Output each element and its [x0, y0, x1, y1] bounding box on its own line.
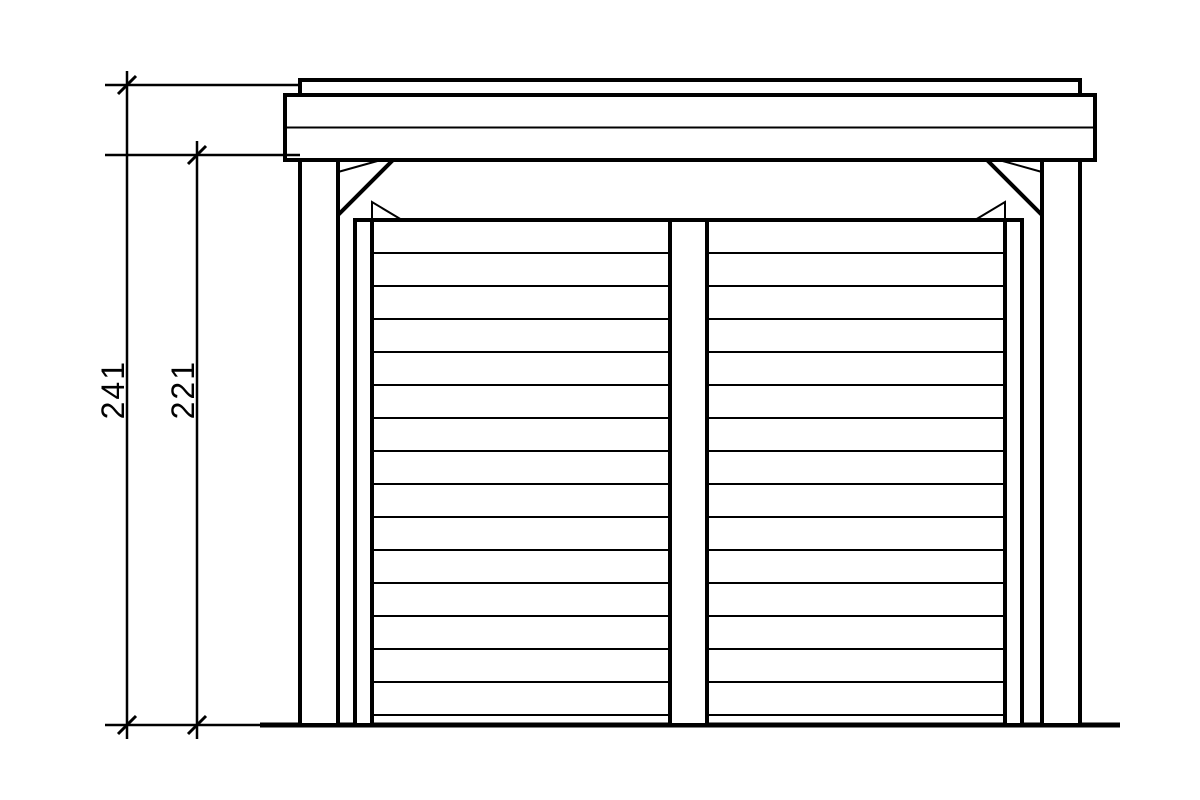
- dimension-inner-height: 221: [165, 360, 202, 419]
- dimension-outer-height: 241: [95, 360, 132, 419]
